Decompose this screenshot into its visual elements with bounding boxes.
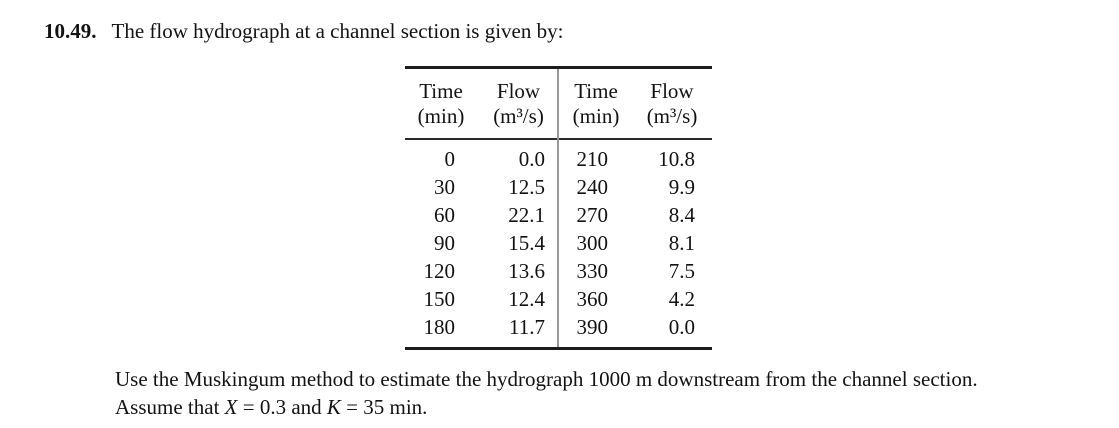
table-header-time-1: Time (min) [405,79,477,138]
assume-mid: = 0.3 and [237,395,327,419]
table-cell: 4.2 [668,287,695,311]
header-unit: (m³/s) [646,104,698,128]
header-unit: (min) [417,104,465,128]
table-cell: 8.4 [668,203,695,227]
table-cell: 30 [434,175,455,199]
table-cell: 13.6 [508,259,545,283]
variable-x: X [224,395,238,419]
instructions-line-2: Assume that X = 0.3 and K = 35 min. [115,395,427,419]
instructions-line-1: Use the Muskingum method to estimate the… [115,367,978,391]
table-cell: 390 [576,315,609,339]
table-cell: 120 [423,259,456,283]
header-unit: (m³/s) [493,104,544,128]
table-cell: 360 [576,287,609,311]
table-header-time-2: Time (min) [560,79,632,138]
table-cell: 300 [576,231,609,255]
problem-statement: The flow hydrograph at a channel section… [111,19,564,43]
table-cell: 240 [576,175,609,199]
assume-pre: Assume that [115,395,225,419]
table-header-row: Time (min) Flow (m³/s) Time (min) Flow (… [405,69,712,140]
table-header-flow-1: Flow (m³/s) [477,79,560,138]
problem-number: 10.49. [44,19,97,43]
table-cell: 7.5 [668,259,695,283]
table-cell: 180 [423,315,456,339]
table-cell: 210 [576,147,609,171]
table-cell: 11.7 [509,315,545,339]
assume-post: = 35 min. [340,395,428,419]
table-column-divider [557,69,559,347]
table-cell: 12.5 [508,175,545,199]
header-label: Time [574,79,618,103]
table-header-flow-2: Flow (m³/s) [632,79,712,138]
table-cell: 270 [576,203,609,227]
table-cell: 22.1 [508,203,545,227]
table-cell: 0 [444,147,456,171]
table-cell: 90 [434,231,455,255]
table-cell: 150 [423,287,456,311]
table-cell: 330 [576,259,609,283]
problem-heading: 10.49. The flow hydrograph at a channel s… [44,18,563,44]
table-cell: 12.4 [508,287,545,311]
table-cell: 0.0 [518,147,545,171]
table-cell: 15.4 [508,231,545,255]
table-cell: 9.9 [668,175,695,199]
table-cell: 8.1 [668,231,695,255]
hydrograph-table: Time (min) Flow (m³/s) Time (min) Flow (… [405,66,712,350]
table-cell: 10.8 [658,147,695,171]
header-label: Flow [496,79,541,103]
table-cell: 60 [434,203,455,227]
header-label: Flow [650,79,694,103]
table-cell: 0.0 [668,315,695,339]
header-unit: (min) [572,104,620,128]
table-body: 0 0.0 210 10.8 30 12.5 240 9.9 60 22.1 2… [405,140,712,347]
instructions-paragraph: Use the Muskingum method to estimate the… [115,365,1095,421]
header-label: Time [419,79,463,103]
variable-k: K [326,395,341,419]
